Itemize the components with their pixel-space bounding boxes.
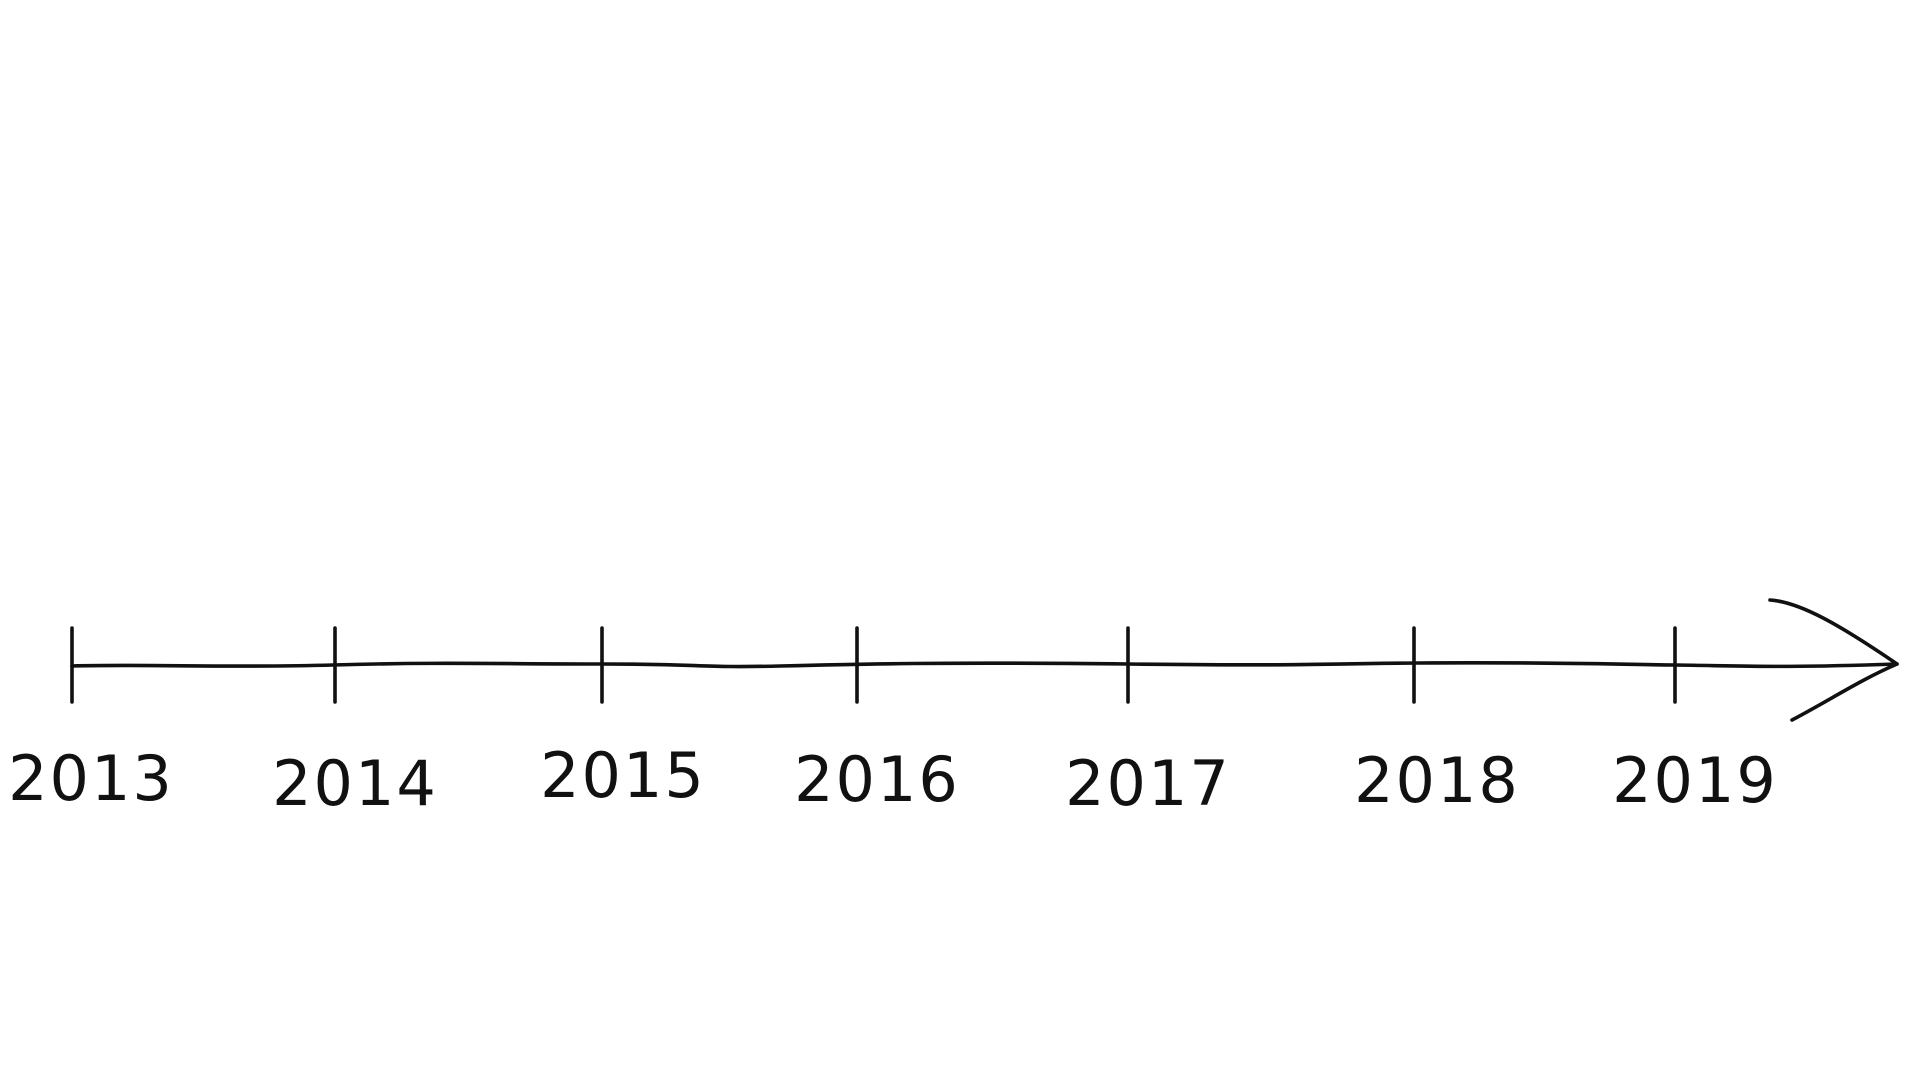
timeline-axis-line xyxy=(70,660,1899,669)
timeline-arrow-head xyxy=(1768,598,1899,722)
year-label-2019: 2019 xyxy=(1612,744,1778,817)
year-label-2015: 2015 xyxy=(540,739,706,812)
year-label-2017: 2017 xyxy=(1065,747,1231,820)
year-label-2014: 2014 xyxy=(272,747,438,820)
year-label-2013: 2013 xyxy=(8,742,174,815)
timeline-labels: 2013 2014 2015 2016 2017 2018 2019 xyxy=(8,739,1778,820)
year-label-2016: 2016 xyxy=(794,743,960,816)
year-label-2018: 2018 xyxy=(1354,744,1520,817)
timeline-ticks xyxy=(70,626,1677,704)
